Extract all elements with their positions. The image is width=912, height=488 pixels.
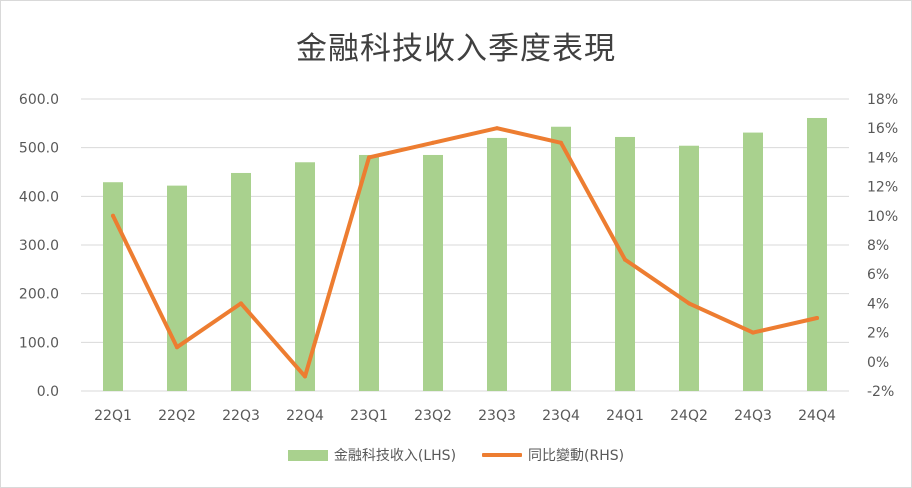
revenue-bar <box>615 136 635 391</box>
y-right-tick-label: 8% <box>867 238 889 254</box>
yoy-point <box>367 155 371 160</box>
yoy-point <box>431 140 435 145</box>
revenue-bar <box>743 132 763 391</box>
y-right-tick-label: -2% <box>867 384 894 400</box>
x-tick-label: 23Q2 <box>414 408 452 424</box>
y-right-tick-label: 10% <box>867 209 898 225</box>
legend-item-revenue: 金融科技收入(LHS) <box>287 445 457 465</box>
left-axis-labels: 0.0 100.0 200.0 300.0 400.0 500.0 600.0 <box>19 92 59 400</box>
x-tick-label: 23Q1 <box>350 408 388 424</box>
yoy-point <box>111 213 115 218</box>
revenue-bar <box>423 154 443 391</box>
x-tick-label: 24Q1 <box>606 408 644 424</box>
y-right-tick-label: 18% <box>867 92 898 108</box>
x-tick-label: 22Q4 <box>286 408 324 424</box>
y-left-tick-label: 400.0 <box>19 189 59 205</box>
gridlines <box>81 98 849 392</box>
yoy-line <box>111 126 819 379</box>
revenue-bar <box>103 182 123 391</box>
right-axis-labels: -2% 0% 2% 4% 6% 8% 10% 12% 14% 16% 18% <box>867 92 898 400</box>
y-right-tick-label: 4% <box>867 296 889 312</box>
yoy-point <box>687 301 691 306</box>
y-right-tick-label: 0% <box>867 355 889 371</box>
yoy-point <box>175 345 179 350</box>
revenue-bar <box>487 137 507 391</box>
revenue-bar <box>231 172 251 391</box>
revenue-bar <box>167 185 187 391</box>
legend-label-revenue: 金融科技收入(LHS) <box>333 448 457 464</box>
revenue-bar <box>551 126 571 392</box>
y-right-tick-label: 2% <box>867 326 889 342</box>
x-tick-label: 24Q2 <box>670 408 708 424</box>
legend-swatch-line <box>482 453 523 457</box>
x-tick-label: 22Q2 <box>158 408 196 424</box>
x-tick-label: 22Q1 <box>94 408 132 424</box>
legend-label-yoy: 同比變動(RHS) <box>528 448 625 464</box>
y-left-tick-label: 300.0 <box>19 238 59 254</box>
revenue-bar <box>295 162 315 391</box>
revenue-bar <box>679 145 699 391</box>
y-left-tick-label: 600.0 <box>19 92 59 108</box>
yoy-point <box>815 316 819 320</box>
yoy-point <box>751 330 755 335</box>
yoy-point <box>623 257 627 262</box>
legend-item-yoy: 同比變動(RHS) <box>482 445 624 465</box>
y-left-tick-label: 500.0 <box>19 141 59 157</box>
y-right-tick-label: 6% <box>867 267 889 283</box>
revenue-bar <box>807 117 827 391</box>
x-tick-label: 23Q3 <box>478 408 516 424</box>
y-right-tick-label: 14% <box>867 150 898 166</box>
legend-swatch-bar <box>287 449 328 461</box>
yoy-line-series <box>111 126 819 379</box>
x-tick-label: 23Q4 <box>542 408 580 424</box>
yoy-point <box>559 140 563 145</box>
y-right-tick-label: 16% <box>867 121 898 137</box>
chart-legend: 金融科技收入(LHS) 同比變動(RHS) <box>1 445 911 465</box>
y-left-tick-label: 100.0 <box>19 335 59 351</box>
revenue-bar <box>359 154 379 391</box>
y-right-tick-label: 12% <box>867 180 898 196</box>
x-axis-labels: 22Q1 22Q2 22Q3 22Q4 23Q1 23Q2 23Q3 23Q4 24Q1 24Q2… <box>94 408 836 424</box>
chart-title: 金融科技收入季度表現 <box>296 31 616 67</box>
x-tick-label: 22Q3 <box>222 408 260 424</box>
revenue-bars <box>103 117 827 392</box>
yoy-point <box>239 301 243 306</box>
yoy-point <box>495 126 499 131</box>
y-left-tick-label: 0.0 <box>37 384 59 400</box>
yoy-point <box>303 374 307 379</box>
x-tick-label: 24Q3 <box>734 408 772 424</box>
y-left-tick-label: 200.0 <box>19 287 59 303</box>
x-tick-label: 24Q4 <box>798 408 836 424</box>
